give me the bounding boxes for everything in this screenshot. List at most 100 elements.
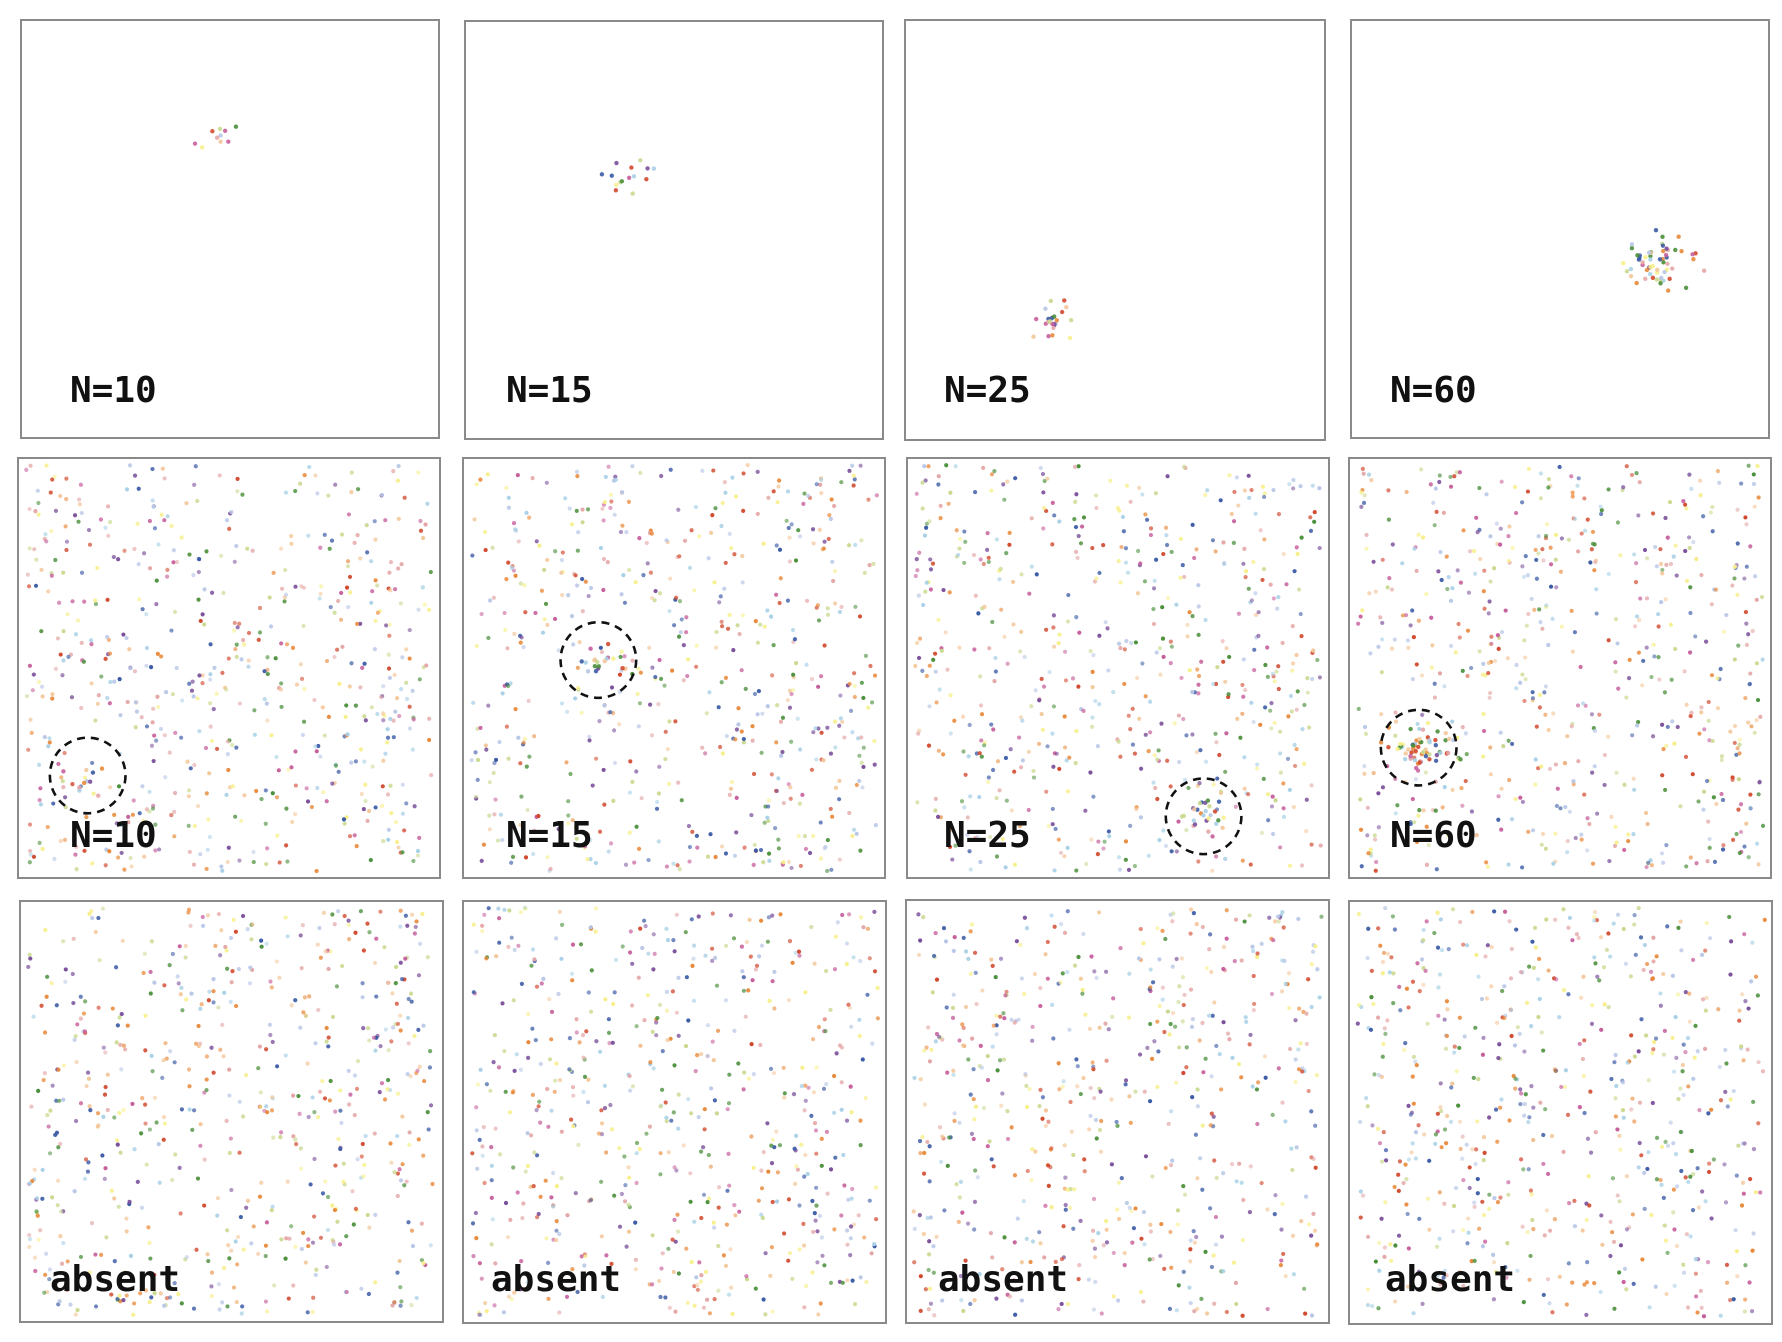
scatter-point bbox=[666, 1150, 671, 1155]
scatter-point bbox=[1363, 731, 1369, 736]
scatter-point bbox=[492, 812, 497, 817]
scatter-point bbox=[199, 145, 205, 150]
scatter-point bbox=[657, 1002, 663, 1007]
scatter-point bbox=[1205, 798, 1211, 803]
scatter-point bbox=[733, 494, 739, 499]
scatter-point bbox=[1224, 1309, 1229, 1315]
scatter-point bbox=[1548, 584, 1554, 589]
scatter-point bbox=[1014, 1286, 1019, 1292]
scatter-point bbox=[644, 540, 649, 546]
scatter-point bbox=[239, 657, 244, 662]
scatter-point bbox=[1165, 595, 1171, 601]
scatter-point bbox=[1193, 1132, 1198, 1137]
scatter-point bbox=[61, 570, 66, 575]
scatter-point bbox=[64, 1287, 70, 1292]
scatter-point bbox=[1548, 562, 1554, 567]
scatter-point bbox=[1743, 1297, 1748, 1302]
scatter-point bbox=[1242, 919, 1247, 924]
scatter-point bbox=[1045, 976, 1050, 981]
scatter-point bbox=[1088, 1085, 1093, 1091]
scatter-point bbox=[1240, 1238, 1245, 1243]
scatter-point bbox=[859, 760, 864, 765]
scatter-point bbox=[699, 1273, 704, 1278]
scatter-point bbox=[75, 618, 81, 623]
scatter-point bbox=[1001, 1057, 1007, 1062]
scatter-point bbox=[1524, 623, 1529, 628]
scatter-point bbox=[1719, 754, 1725, 759]
scatter-point bbox=[246, 630, 252, 636]
scatter-point bbox=[1688, 713, 1693, 719]
scatter-point bbox=[191, 573, 196, 578]
scatter-point bbox=[150, 466, 155, 472]
scatter-point bbox=[628, 1088, 633, 1093]
scatter-point bbox=[945, 1070, 950, 1075]
scatter-point bbox=[336, 1136, 341, 1142]
scatter-point bbox=[1704, 639, 1709, 644]
scatter-point bbox=[493, 797, 498, 802]
scatter-point bbox=[1598, 1289, 1603, 1295]
scatter-point bbox=[599, 649, 605, 655]
scatter-point bbox=[727, 612, 732, 618]
scatter-point bbox=[1706, 1169, 1712, 1175]
scatter-point bbox=[1382, 1245, 1387, 1250]
scatter-point bbox=[1072, 1187, 1077, 1192]
scatter-point bbox=[810, 1270, 815, 1275]
scatter-point bbox=[873, 1185, 878, 1190]
scatter-point bbox=[135, 521, 140, 526]
scatter-point bbox=[1499, 827, 1504, 832]
scatter-point bbox=[1460, 1156, 1465, 1161]
scatter-point bbox=[49, 573, 54, 578]
scatter-point bbox=[483, 1300, 488, 1306]
scatter-point bbox=[589, 968, 594, 973]
scatter-point bbox=[1686, 1084, 1691, 1089]
scatter-point bbox=[613, 474, 618, 479]
scatter-point bbox=[761, 541, 766, 546]
scatter-point bbox=[132, 1147, 137, 1152]
scatter-point bbox=[324, 799, 329, 804]
scatter-point bbox=[1106, 668, 1111, 673]
scatter-point bbox=[1012, 862, 1017, 867]
scatter-point bbox=[320, 1078, 325, 1084]
scatter-point bbox=[695, 1282, 700, 1288]
scatter-point bbox=[1720, 797, 1726, 803]
scatter-point bbox=[777, 1143, 782, 1148]
scatter-point bbox=[59, 1261, 65, 1266]
scatter-point bbox=[1651, 935, 1656, 940]
scatter-point bbox=[471, 922, 476, 927]
scatter-point bbox=[1065, 969, 1070, 975]
scatter-point bbox=[1101, 1243, 1106, 1248]
scatter-point bbox=[1608, 1253, 1613, 1259]
scatter-point bbox=[1187, 1285, 1192, 1290]
scatter-point bbox=[1190, 689, 1195, 695]
scatter-point bbox=[149, 939, 154, 944]
scatter-point bbox=[712, 1225, 717, 1230]
scatter-point bbox=[1680, 1069, 1685, 1074]
scatter-point bbox=[241, 642, 247, 647]
scatter-point bbox=[90, 915, 95, 921]
scatter-point bbox=[602, 659, 607, 664]
scatter-point bbox=[852, 477, 857, 482]
scatter-point bbox=[416, 1027, 421, 1032]
scatter-point bbox=[330, 1237, 335, 1242]
scatter-point bbox=[1188, 1247, 1193, 1252]
scatter-point bbox=[108, 785, 113, 790]
scatter-point bbox=[1437, 972, 1443, 977]
scatter-point bbox=[118, 713, 123, 718]
scatter-point bbox=[395, 1021, 401, 1027]
scatter-point bbox=[1032, 971, 1038, 977]
scatter-point bbox=[1074, 492, 1079, 497]
scatter-point bbox=[71, 936, 76, 941]
scatter-point bbox=[1169, 849, 1174, 854]
scatter-point bbox=[1651, 1047, 1656, 1052]
scatter-point bbox=[1317, 995, 1322, 1000]
scatter-point bbox=[981, 465, 986, 470]
scatter-point bbox=[221, 1054, 226, 1059]
scatter-point bbox=[977, 1271, 982, 1277]
scatter-point bbox=[1241, 561, 1246, 566]
scatter-point bbox=[814, 1185, 819, 1190]
scatter-point bbox=[1366, 851, 1371, 856]
scatter-point bbox=[144, 1162, 149, 1167]
scatter-point bbox=[833, 934, 838, 939]
scatter-point bbox=[1168, 1229, 1173, 1235]
scatter-point bbox=[676, 1092, 681, 1097]
